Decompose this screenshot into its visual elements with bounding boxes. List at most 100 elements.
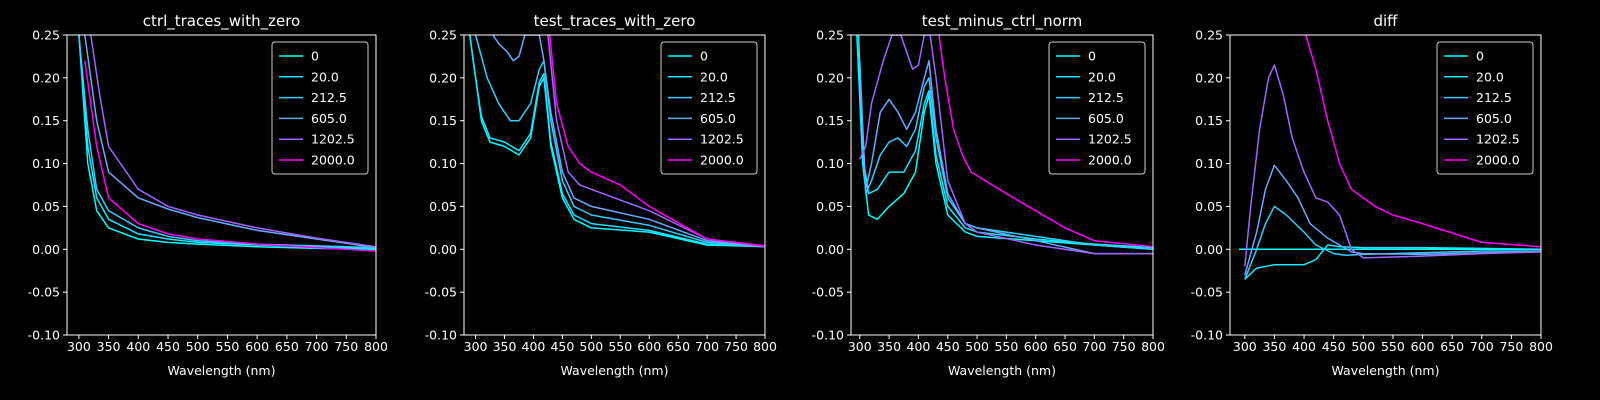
y-tick-label: 0.15 [1195, 113, 1223, 128]
y-tick-label: 0.25 [32, 28, 60, 43]
x-tick-label: 550 [1381, 339, 1405, 354]
x-tick-label: 650 [666, 339, 690, 354]
y-tick-label: 0.05 [816, 199, 844, 214]
y-tick-label: -0.05 [425, 285, 457, 300]
legend-label: 2000.0 [311, 153, 355, 168]
series-line-605-0 [492, 35, 765, 248]
x-tick-label: 800 [1529, 339, 1553, 354]
series-line-212-5 [859, 60, 1153, 251]
x-axis-label: Wavelength (nm) [948, 363, 1056, 378]
x-tick-label: 750 [724, 339, 748, 354]
series-line-0 [469, 35, 765, 248]
plot-frame [463, 34, 766, 336]
x-axis-label: Wavelength (nm) [561, 363, 669, 378]
legend-label: 0 [1088, 49, 1096, 64]
series-group [78, 35, 376, 252]
series-group [469, 35, 765, 248]
series-line-2000-0 [548, 35, 765, 247]
y-tick-label: 0.15 [816, 113, 844, 128]
legend-label: 0 [311, 49, 319, 64]
plot-frame [66, 34, 377, 336]
chart-title: test_minus_ctrl_norm [922, 12, 1083, 31]
legend-label: 20.0 [700, 69, 728, 84]
legend: 0 20.0 212.5 605.0 1202.5 2000.0 [1048, 41, 1146, 175]
series-line-2000-0 [1305, 35, 1541, 248]
legend: 0 20.0 212.5 605.0 1202.5 2000.0 [660, 41, 758, 175]
legend-label: 0 [1476, 49, 1484, 64]
x-tick-label: 700 [305, 339, 329, 354]
x-tick-label: 600 [637, 339, 661, 354]
legend-label: 1202.5 [1476, 132, 1520, 147]
series-line-0 [78, 35, 376, 251]
legend-label: 2000.0 [1476, 153, 1520, 168]
y-tick-label: 0.25 [429, 28, 457, 43]
y-tick-label: 0.20 [429, 70, 457, 85]
y-tick-label: -0.05 [28, 285, 60, 300]
series-line-2000-0 [938, 35, 1153, 248]
legend: 0 20.0 212.5 605.0 1202.5 2000.0 [271, 41, 369, 175]
series-line-212-5 [78, 35, 376, 249]
legend-label: 212.5 [311, 90, 347, 105]
x-tick-label: 300 [67, 339, 91, 354]
x-tick-label: 300 [464, 339, 488, 354]
x-tick-label: 750 [1112, 339, 1136, 354]
y-tick-label: 0.10 [429, 156, 457, 171]
x-tick-label: 800 [1141, 339, 1165, 354]
series-line-20-0 [857, 35, 1153, 249]
series-line-1202-5 [90, 35, 376, 248]
x-tick-label: 600 [1024, 339, 1048, 354]
plot-frame [1229, 34, 1542, 336]
legend-label: 212.5 [1476, 90, 1512, 105]
x-tick-label: 450 [1322, 339, 1346, 354]
series-line-605-0 [84, 35, 376, 249]
x-tick-label: 450 [156, 339, 180, 354]
y-tick-label: 0.10 [816, 156, 844, 171]
y-tick-label: 0.00 [32, 242, 60, 257]
plot-frame [850, 34, 1154, 336]
x-tick-label: 700 [695, 339, 719, 354]
x-tick-label: 750 [334, 339, 358, 354]
x-tick-label: 600 [1411, 339, 1435, 354]
y-tick-label: 0.05 [429, 199, 457, 214]
y-tick-label: 0.25 [816, 28, 844, 43]
series-line-605-0 [859, 59, 1153, 255]
chart-panel-2: 300 350 400 450 500 550 600 650 700 750 800 -0.10 -0… [425, 12, 777, 378]
legend-label: 0 [700, 49, 708, 64]
series-line-20-0 [1244, 244, 1541, 280]
x-tick-label: 550 [608, 339, 632, 354]
y-tick-label: -0.10 [1191, 328, 1223, 343]
x-tick-label: 400 [1292, 339, 1316, 354]
y-tick-label: 0.25 [1195, 28, 1223, 43]
x-tick-label: 500 [579, 339, 603, 354]
x-tick-label: 800 [364, 339, 388, 354]
legend-box [1048, 41, 1146, 175]
y-tick-label: 0.15 [429, 113, 457, 128]
x-tick-label: 400 [907, 339, 931, 354]
x-axis-label: Wavelength (nm) [1332, 363, 1440, 378]
legend-box [1436, 41, 1534, 175]
y-tick-label: 0.20 [1195, 70, 1223, 85]
legend-label: 20.0 [311, 69, 339, 84]
y-tick-label: -0.10 [28, 328, 60, 343]
legend-box [271, 41, 369, 175]
y-tick-label: 0.15 [32, 113, 60, 128]
legend-label: 1202.5 [311, 132, 355, 147]
legend-label: 605.0 [311, 111, 347, 126]
y-tick-label: 0.05 [32, 199, 60, 214]
series-line-212-5 [1244, 205, 1541, 280]
x-tick-label: 350 [1262, 339, 1286, 354]
x-tick-label: 500 [965, 339, 989, 354]
x-tick-label: 400 [522, 339, 546, 354]
chart-panel-3: 300 350 400 450 500 550 600 650 700 750 800 -0.10 -0… [812, 12, 1165, 378]
x-tick-label: 550 [216, 339, 240, 354]
y-tick-label: 0.00 [1195, 242, 1223, 257]
series-line-605-0 [1244, 164, 1541, 276]
legend-label: 605.0 [1088, 111, 1124, 126]
y-tick-label: 0.20 [816, 70, 844, 85]
y-tick-label: 0.10 [1195, 156, 1223, 171]
x-tick-label: 450 [936, 339, 960, 354]
legend-label: 20.0 [1088, 69, 1116, 84]
x-tick-label: 700 [1470, 339, 1494, 354]
x-tick-label: 750 [1499, 339, 1523, 354]
